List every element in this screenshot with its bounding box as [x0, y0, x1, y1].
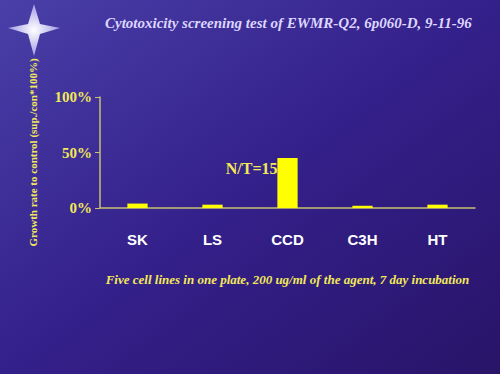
svg-text:CCD: CCD — [271, 231, 304, 248]
svg-text:C3H: C3H — [347, 231, 377, 248]
svg-text:SK: SK — [127, 231, 148, 248]
svg-text:LS: LS — [203, 231, 222, 248]
svg-text:HT: HT — [428, 231, 448, 248]
svg-text:50%: 50% — [62, 145, 92, 161]
svg-text:Five cell lines in one plate,: Five cell lines in one plate, 200 ug/ml … — [105, 272, 470, 287]
svg-text:Growth rate to control (sup./c: Growth rate to control (sup./con*100%) — [27, 58, 40, 246]
svg-text:0%: 0% — [70, 200, 93, 216]
svg-text:Cytotoxicity screening test of: Cytotoxicity screening test of EWMR-Q2, … — [105, 15, 472, 31]
svg-text:N/T=15: N/T=15 — [226, 160, 278, 177]
svg-text:100%: 100% — [55, 89, 93, 105]
